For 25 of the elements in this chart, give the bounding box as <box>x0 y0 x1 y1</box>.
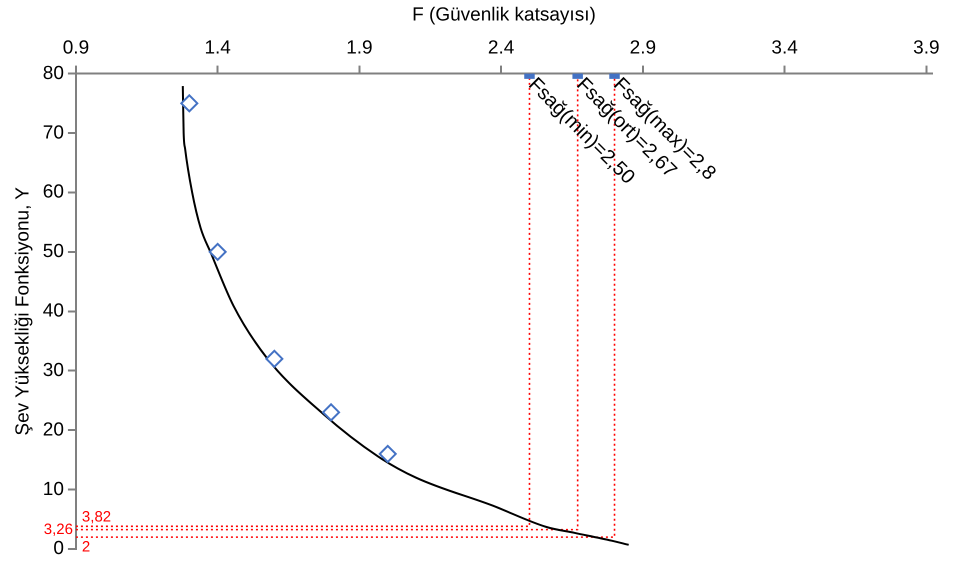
x-tick-label: 2.9 <box>630 37 656 58</box>
y-tick-label: 40 <box>42 300 64 322</box>
y-tick-label: 10 <box>42 478 64 500</box>
x-tick-label: 2.4 <box>488 37 515 58</box>
y-tick-label: 60 <box>42 182 64 203</box>
x-tick-label: 1.4 <box>204 37 232 58</box>
x-axis-title: F (Güvenlik katsayısı) <box>412 4 596 26</box>
y-tick-label: 80 <box>42 62 64 84</box>
annotation: 3,26 <box>44 520 73 538</box>
x-tick-label: 3.4 <box>771 37 798 58</box>
y-axis-title: Şev Yüksekliği Fonksiyonu, Y <box>12 186 34 436</box>
x-tick-label: 0.9 <box>62 37 90 58</box>
annotation: 2 <box>82 538 90 556</box>
y-tick-label: 20 <box>42 419 64 440</box>
y-tick-label: 50 <box>42 241 64 262</box>
y-tick-label: 70 <box>42 122 64 144</box>
x-tick-label: 1.9 <box>346 37 373 58</box>
y-tick-label: 30 <box>42 360 64 381</box>
y-tick-label: 0 <box>53 538 64 560</box>
point <box>208 242 227 261</box>
annotation: 3,82 <box>82 508 112 526</box>
point <box>378 444 397 463</box>
x-tick-label: 3.9 <box>913 37 940 58</box>
point <box>265 350 284 368</box>
point <box>322 403 340 422</box>
